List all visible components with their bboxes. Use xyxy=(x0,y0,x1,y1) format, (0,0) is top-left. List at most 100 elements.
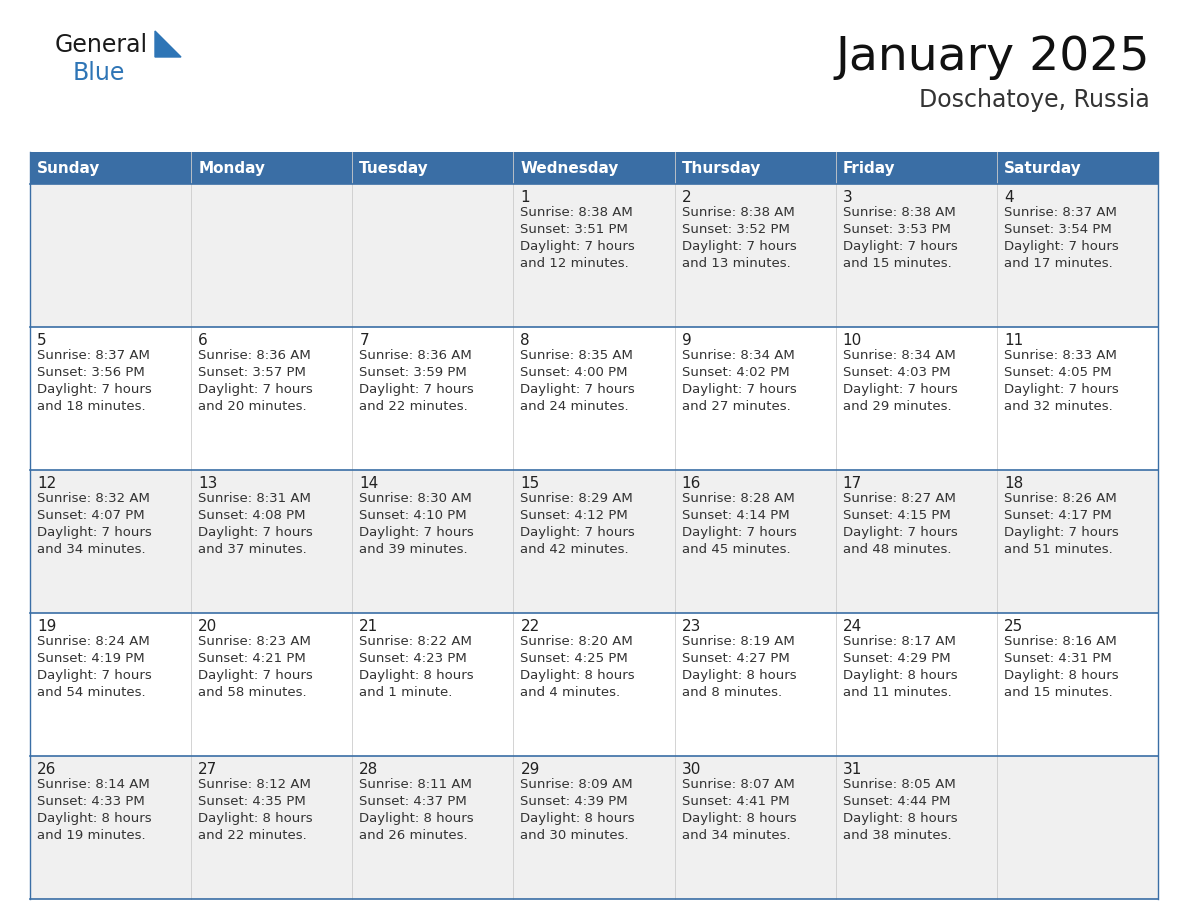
Text: 24: 24 xyxy=(842,619,862,634)
Text: Sunset: 3:53 PM: Sunset: 3:53 PM xyxy=(842,223,950,236)
Bar xyxy=(30,184,191,327)
Text: Daylight: 7 hours: Daylight: 7 hours xyxy=(37,526,152,539)
Text: Sunset: 4:21 PM: Sunset: 4:21 PM xyxy=(198,652,305,665)
Text: Sunrise: 8:26 AM: Sunrise: 8:26 AM xyxy=(1004,492,1117,505)
Text: Sunrise: 8:37 AM: Sunrise: 8:37 AM xyxy=(37,349,150,362)
Bar xyxy=(835,152,997,184)
Bar xyxy=(30,613,191,756)
Bar xyxy=(30,152,191,184)
Bar xyxy=(675,327,835,470)
Text: and 18 minutes.: and 18 minutes. xyxy=(37,400,146,413)
Text: Sunrise: 8:30 AM: Sunrise: 8:30 AM xyxy=(359,492,472,505)
Text: Sunset: 4:37 PM: Sunset: 4:37 PM xyxy=(359,795,467,808)
Text: Sunset: 4:31 PM: Sunset: 4:31 PM xyxy=(1004,652,1112,665)
Bar xyxy=(835,756,997,899)
Bar xyxy=(30,470,191,613)
Text: 22: 22 xyxy=(520,619,539,634)
Text: Sunset: 3:57 PM: Sunset: 3:57 PM xyxy=(198,366,307,379)
Text: 6: 6 xyxy=(198,333,208,348)
Text: Sunrise: 8:24 AM: Sunrise: 8:24 AM xyxy=(37,635,150,648)
Bar xyxy=(353,152,513,184)
Text: 12: 12 xyxy=(37,476,56,491)
Bar xyxy=(353,184,513,327)
Text: Daylight: 7 hours: Daylight: 7 hours xyxy=(520,526,636,539)
Bar xyxy=(353,327,513,470)
Bar xyxy=(997,756,1158,899)
Text: 21: 21 xyxy=(359,619,379,634)
Text: Sunrise: 8:07 AM: Sunrise: 8:07 AM xyxy=(682,778,795,791)
Polygon shape xyxy=(154,31,181,57)
Text: Daylight: 8 hours: Daylight: 8 hours xyxy=(1004,669,1118,682)
Text: Sunset: 4:17 PM: Sunset: 4:17 PM xyxy=(1004,509,1112,522)
Text: 28: 28 xyxy=(359,762,379,777)
Text: Sunrise: 8:31 AM: Sunrise: 8:31 AM xyxy=(198,492,311,505)
Text: 17: 17 xyxy=(842,476,862,491)
Text: Sunrise: 8:34 AM: Sunrise: 8:34 AM xyxy=(682,349,795,362)
Bar xyxy=(30,327,191,470)
Text: Sunrise: 8:37 AM: Sunrise: 8:37 AM xyxy=(1004,206,1117,219)
Text: 1: 1 xyxy=(520,190,530,205)
Text: and 29 minutes.: and 29 minutes. xyxy=(842,400,952,413)
Text: Sunset: 4:39 PM: Sunset: 4:39 PM xyxy=(520,795,628,808)
Text: Daylight: 8 hours: Daylight: 8 hours xyxy=(359,812,474,825)
Text: and 12 minutes.: and 12 minutes. xyxy=(520,257,630,270)
Text: 13: 13 xyxy=(198,476,217,491)
Text: Sunrise: 8:23 AM: Sunrise: 8:23 AM xyxy=(198,635,311,648)
Text: Sunrise: 8:12 AM: Sunrise: 8:12 AM xyxy=(198,778,311,791)
Text: Sunrise: 8:36 AM: Sunrise: 8:36 AM xyxy=(198,349,311,362)
Text: Daylight: 7 hours: Daylight: 7 hours xyxy=(37,383,152,396)
Text: Sunrise: 8:14 AM: Sunrise: 8:14 AM xyxy=(37,778,150,791)
Text: Friday: Friday xyxy=(842,161,896,175)
Text: and 42 minutes.: and 42 minutes. xyxy=(520,543,630,556)
Text: and 24 minutes.: and 24 minutes. xyxy=(520,400,630,413)
Bar xyxy=(191,184,353,327)
Bar xyxy=(513,184,675,327)
Text: Sunset: 4:29 PM: Sunset: 4:29 PM xyxy=(842,652,950,665)
Text: Sunrise: 8:35 AM: Sunrise: 8:35 AM xyxy=(520,349,633,362)
Text: and 13 minutes.: and 13 minutes. xyxy=(682,257,790,270)
Bar xyxy=(191,613,353,756)
Text: Doschatoye, Russia: Doschatoye, Russia xyxy=(920,88,1150,112)
Bar xyxy=(30,756,191,899)
Text: Sunrise: 8:29 AM: Sunrise: 8:29 AM xyxy=(520,492,633,505)
Text: and 38 minutes.: and 38 minutes. xyxy=(842,829,952,842)
Text: Sunrise: 8:20 AM: Sunrise: 8:20 AM xyxy=(520,635,633,648)
Text: 5: 5 xyxy=(37,333,46,348)
Text: and 39 minutes.: and 39 minutes. xyxy=(359,543,468,556)
Text: 19: 19 xyxy=(37,619,56,634)
Bar xyxy=(191,470,353,613)
Text: Sunset: 4:15 PM: Sunset: 4:15 PM xyxy=(842,509,950,522)
Text: Sunday: Sunday xyxy=(37,161,100,175)
Text: Daylight: 8 hours: Daylight: 8 hours xyxy=(682,812,796,825)
Text: and 48 minutes.: and 48 minutes. xyxy=(842,543,952,556)
Text: Daylight: 7 hours: Daylight: 7 hours xyxy=(842,383,958,396)
Bar xyxy=(353,756,513,899)
Text: Sunset: 4:08 PM: Sunset: 4:08 PM xyxy=(198,509,305,522)
Text: 25: 25 xyxy=(1004,619,1023,634)
Text: and 45 minutes.: and 45 minutes. xyxy=(682,543,790,556)
Text: January 2025: January 2025 xyxy=(835,36,1150,81)
Text: and 11 minutes.: and 11 minutes. xyxy=(842,686,952,699)
Text: 16: 16 xyxy=(682,476,701,491)
Text: and 54 minutes.: and 54 minutes. xyxy=(37,686,146,699)
Text: Daylight: 7 hours: Daylight: 7 hours xyxy=(1004,526,1119,539)
Text: Daylight: 7 hours: Daylight: 7 hours xyxy=(842,526,958,539)
Text: 8: 8 xyxy=(520,333,530,348)
Text: Monday: Monday xyxy=(198,161,265,175)
Text: Sunset: 4:27 PM: Sunset: 4:27 PM xyxy=(682,652,789,665)
Text: Sunrise: 8:34 AM: Sunrise: 8:34 AM xyxy=(842,349,955,362)
Text: Daylight: 7 hours: Daylight: 7 hours xyxy=(842,240,958,253)
Text: Thursday: Thursday xyxy=(682,161,762,175)
Text: and 51 minutes.: and 51 minutes. xyxy=(1004,543,1113,556)
Bar xyxy=(997,613,1158,756)
Text: Sunrise: 8:38 AM: Sunrise: 8:38 AM xyxy=(520,206,633,219)
Text: 30: 30 xyxy=(682,762,701,777)
Text: 20: 20 xyxy=(198,619,217,634)
Text: General: General xyxy=(55,33,148,57)
Text: Sunset: 3:54 PM: Sunset: 3:54 PM xyxy=(1004,223,1112,236)
Text: Sunset: 4:07 PM: Sunset: 4:07 PM xyxy=(37,509,145,522)
Text: and 4 minutes.: and 4 minutes. xyxy=(520,686,620,699)
Bar xyxy=(675,184,835,327)
Text: Wednesday: Wednesday xyxy=(520,161,619,175)
Text: Sunset: 4:10 PM: Sunset: 4:10 PM xyxy=(359,509,467,522)
